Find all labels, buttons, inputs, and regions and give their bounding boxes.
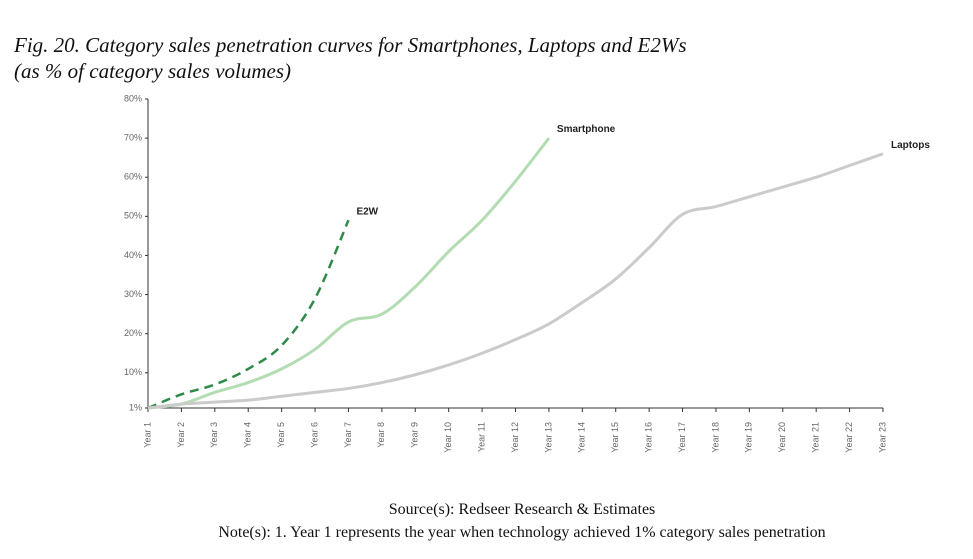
- x-tick-label: Year 22: [844, 422, 854, 453]
- x-tick-label: Year 1: [142, 422, 152, 448]
- x-tick-label: Year 23: [877, 422, 887, 453]
- source: Source(s): Redseer Research & Estimates: [389, 501, 656, 518]
- series-label: Smartphone: [557, 124, 616, 135]
- x-tick-label: Year 12: [510, 422, 520, 453]
- chart-subtitle: (as % of category sales volumes): [14, 59, 291, 83]
- y-tick-label: 50%: [124, 211, 142, 221]
- x-tick-label: Year 14: [577, 422, 587, 453]
- x-tick-label: Year 13: [543, 422, 553, 453]
- y-tick-label: 10%: [124, 367, 142, 377]
- x-tick-label: Year 7: [343, 422, 353, 448]
- x-tick-label: Year 9: [410, 422, 420, 448]
- x-tick-label: Year 10: [443, 422, 453, 453]
- x-tick-label: Year 17: [677, 422, 687, 453]
- y-tick-label: 20%: [124, 328, 142, 338]
- x-tick-label: Year 4: [243, 422, 253, 448]
- series-line: [147, 137, 551, 410]
- x-tick-label: Year 18: [710, 422, 720, 453]
- y-tick-label: 40%: [124, 250, 142, 260]
- y-tick-label: 60%: [124, 172, 142, 182]
- x-tick-label: Year 19: [744, 422, 754, 453]
- x-tick-label: Year 6: [309, 422, 319, 448]
- y-tick-label: 80%: [124, 93, 142, 103]
- chart-title: Fig. 20. Category sales penetration curv…: [13, 33, 687, 57]
- series-line: [147, 152, 884, 410]
- x-tick-label: Year 16: [644, 422, 654, 453]
- x-tick-label: Year 20: [777, 422, 787, 453]
- note: Note(s): 1. Year 1 represents the year w…: [218, 524, 825, 541]
- x-tick-label: Year 5: [276, 422, 286, 448]
- x-tick-label: Year 11: [476, 422, 486, 452]
- y-tick-label: 70%: [124, 132, 142, 142]
- y-tick-label: 30%: [124, 289, 142, 299]
- x-tick-label: Year 21: [811, 422, 821, 453]
- x-tick-label: Year 2: [176, 422, 186, 448]
- series-label: E2W: [356, 206, 378, 217]
- series-label: Laptops: [891, 140, 930, 151]
- x-tick-label: Year 15: [610, 422, 620, 453]
- y-tick-label: 1%: [129, 402, 142, 412]
- x-tick-label: Year 8: [376, 422, 386, 448]
- series-line: [147, 219, 350, 410]
- x-tick-label: Year 3: [209, 422, 219, 448]
